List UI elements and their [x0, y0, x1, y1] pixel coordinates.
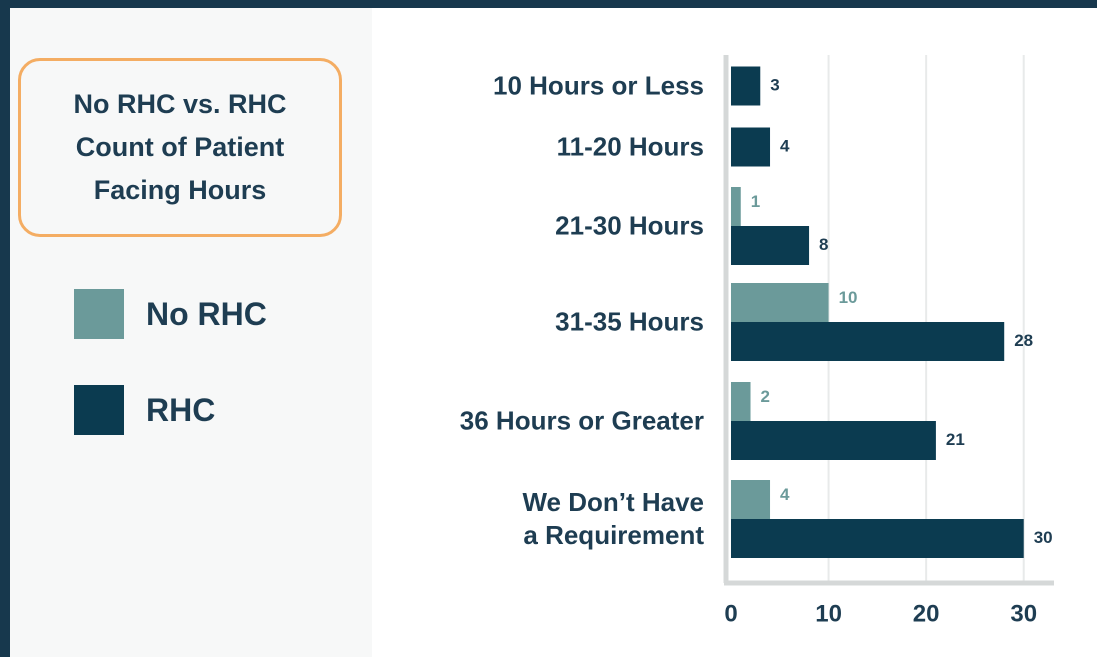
legend-swatch	[74, 385, 124, 435]
bar	[731, 480, 771, 519]
x-tick-label: 30	[1010, 600, 1037, 627]
x-tick-label: 20	[913, 600, 940, 627]
category-label: 11-20 Hours	[556, 131, 704, 162]
bar	[731, 187, 741, 226]
x-tick-label: 10	[815, 600, 842, 627]
bar	[731, 66, 761, 106]
legend-item: No RHC	[74, 289, 267, 339]
value-label: 21	[946, 430, 965, 449]
bar	[731, 382, 751, 421]
value-label: 2	[761, 387, 770, 406]
value-label: 28	[1014, 331, 1033, 350]
category-label: 36 Hours or Greater	[459, 405, 704, 436]
value-label: 4	[780, 485, 790, 504]
category-label: 21-30 Hours	[555, 210, 704, 241]
bar	[731, 127, 771, 167]
legend-item: RHC	[74, 385, 215, 435]
value-label: 3	[770, 75, 779, 94]
side-panel: No RHC vs. RHC Count of Patient Facing H…	[10, 8, 372, 657]
legend-swatch	[74, 289, 124, 339]
bar	[731, 226, 810, 265]
category-label: 10 Hours or Less	[493, 70, 704, 101]
chart: 0 10 20 30 3 4 1 8 10 28 2 21 4 30	[723, 55, 1054, 627]
bar	[731, 322, 1005, 361]
frame: No RHC vs. RHC Count of Patient Facing H…	[10, 8, 1097, 657]
value-label: 1	[751, 192, 760, 211]
value-label: 4	[780, 136, 790, 155]
value-label: 8	[819, 235, 828, 254]
category-label: We Don’t Have a Requirement	[522, 487, 704, 550]
value-label: 10	[839, 288, 858, 307]
bar	[731, 283, 829, 322]
category-label: 31-35 Hours	[555, 306, 704, 337]
x-tick-label: 0	[724, 600, 737, 627]
legend-label: RHC	[146, 391, 216, 428]
bar	[731, 421, 936, 460]
bar	[731, 519, 1024, 558]
chart-title: No RHC vs. RHC Count of Patient Facing H…	[18, 58, 342, 237]
value-label: 30	[1034, 528, 1053, 547]
legend-label: No RHC	[146, 295, 267, 332]
